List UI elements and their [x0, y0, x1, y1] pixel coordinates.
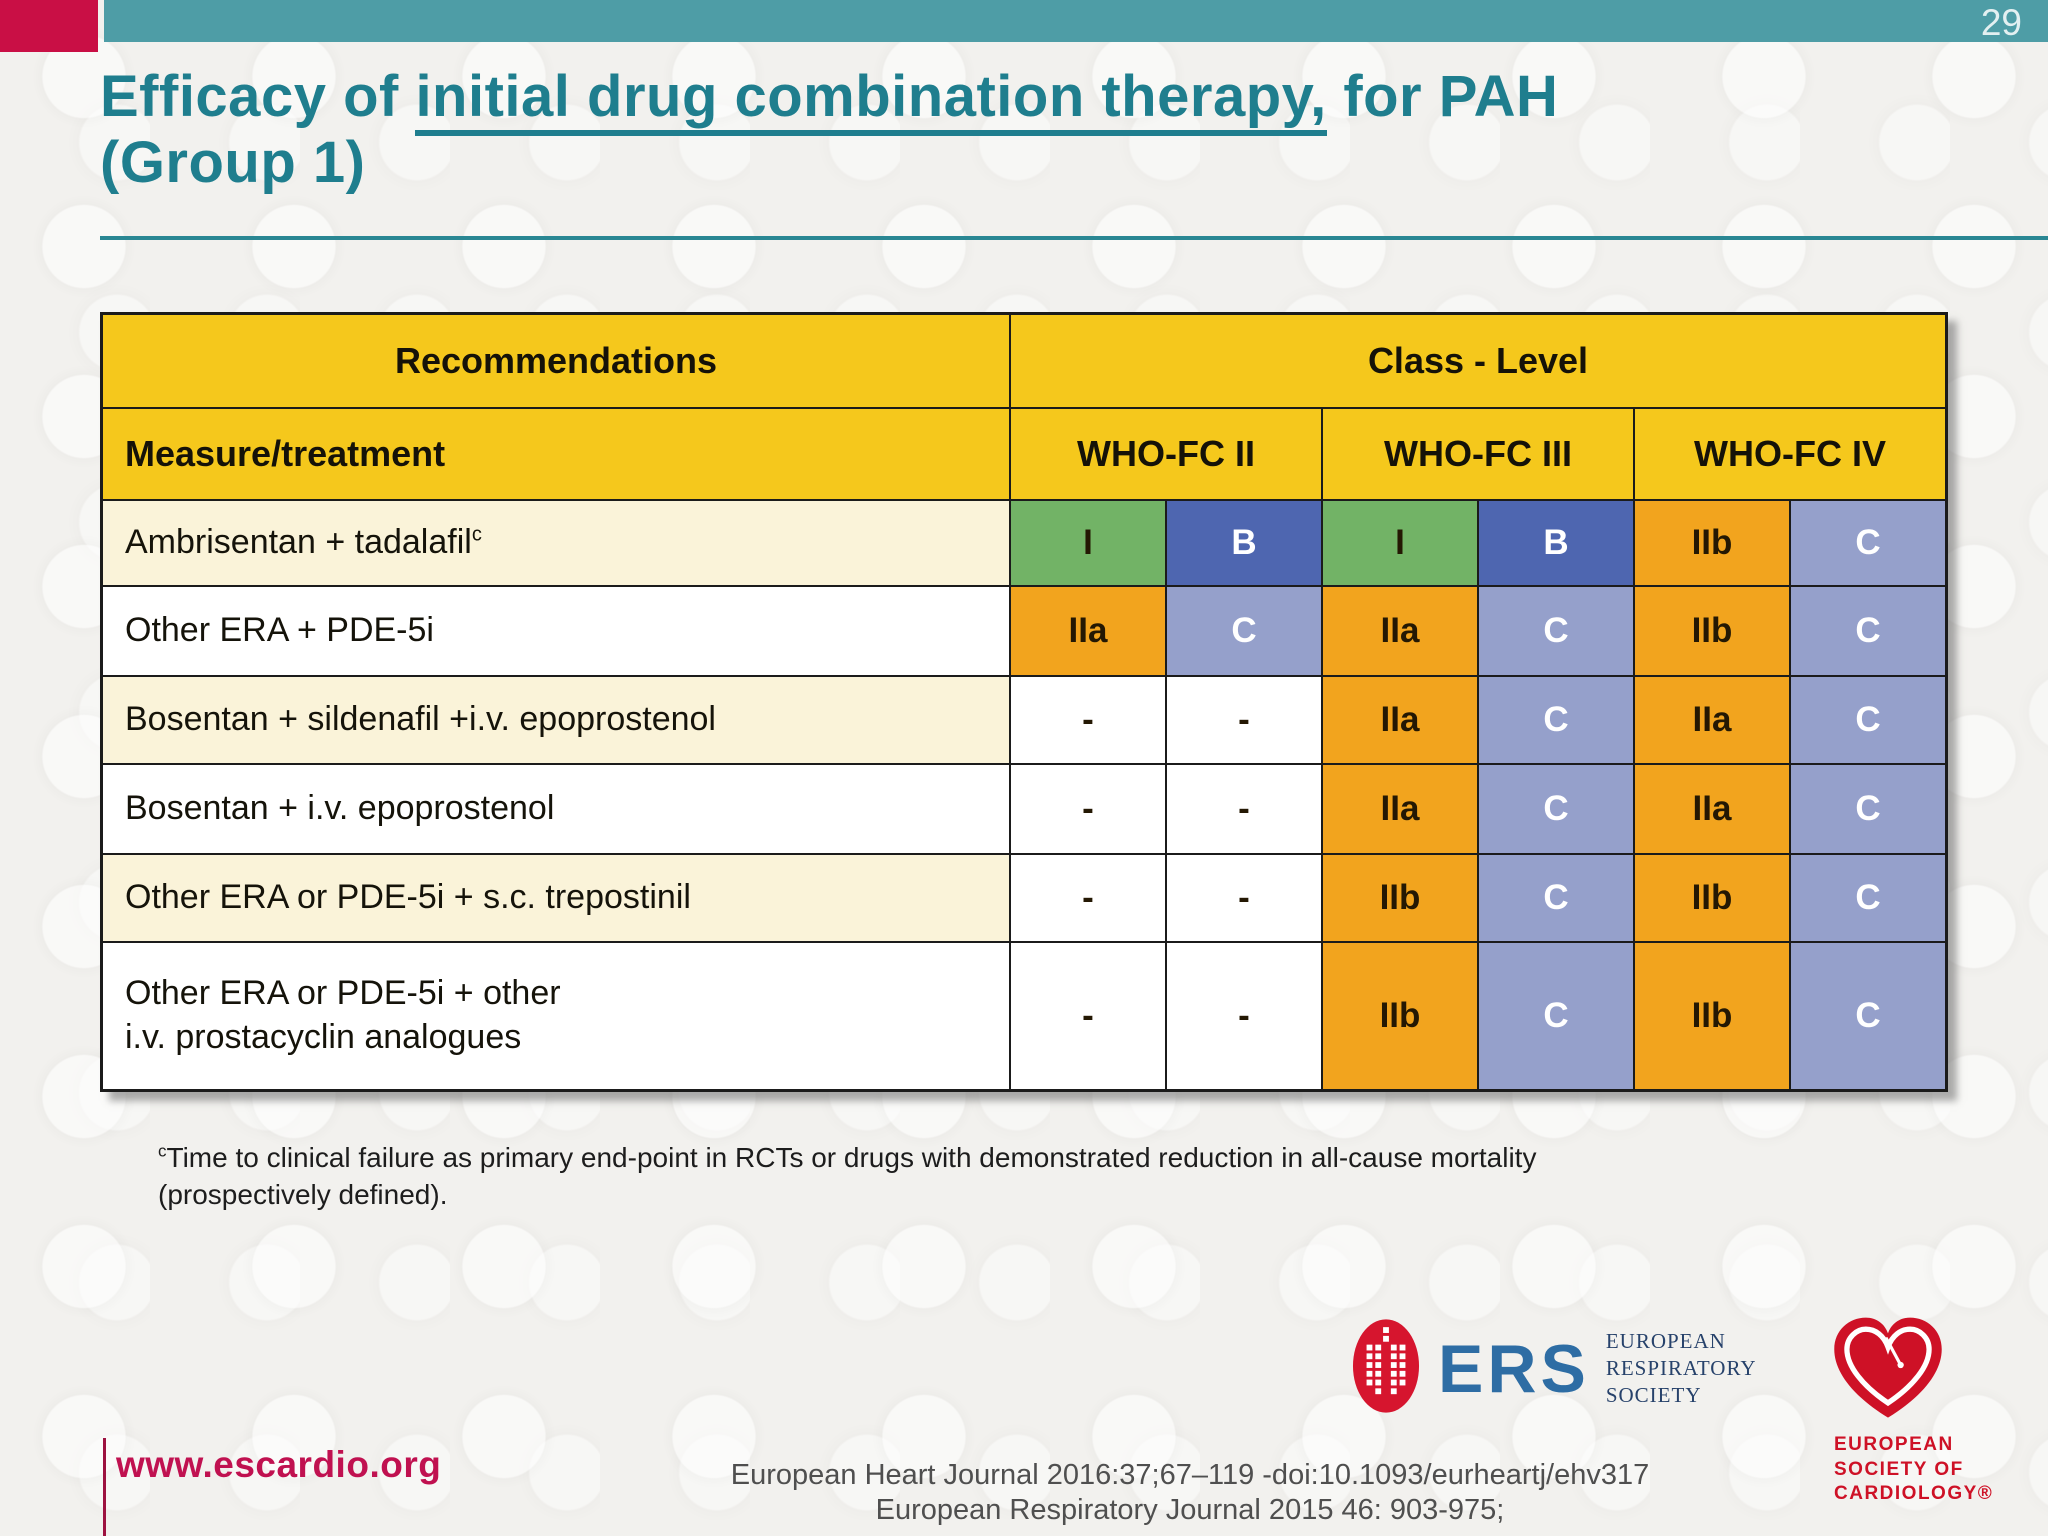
title-underlined: initial drug combination therapy, — [415, 64, 1327, 136]
grade-cell: - — [1167, 677, 1321, 763]
title-pre: Efficacy of — [100, 64, 416, 129]
slide-title: Efficacy of initial drug combination the… — [100, 64, 1620, 195]
grade-cell: - — [1167, 765, 1321, 853]
esc-name-line2: SOCIETY OF — [1834, 1458, 1964, 1480]
grade-cell: C — [1479, 943, 1633, 1089]
row-label: Bosentan + sildenafil +i.v. epoprostenol — [103, 677, 1009, 763]
ers-society-name: EUROPEAN RESPIRATORY SOCIETY — [1606, 1328, 1757, 1410]
escardio-website-link[interactable]: www.escardio.org — [116, 1444, 442, 1485]
grade-cell: - — [1167, 943, 1321, 1089]
row-label: Bosentan + i.v. epoprostenol — [103, 765, 1009, 853]
table-header-class-level: Class - Level — [1011, 315, 1945, 407]
grade-cell: C — [1791, 587, 1945, 675]
grade-cell: C — [1791, 943, 1945, 1089]
esc-name-line3: CARDIOLOGY® — [1834, 1483, 1994, 1505]
row-label: Ambrisentan + tadalafilc — [103, 501, 1009, 585]
ers-name-line3: SOCIETY — [1605, 1383, 1702, 1408]
grade-cell: IIa — [1635, 765, 1789, 853]
slide-page-number: 29 — [1980, 2, 2022, 43]
grade-cell: B — [1167, 501, 1321, 585]
table-header-who-fc-ii: WHO-FC II — [1011, 409, 1321, 499]
citations: European Heart Journal 2016:37;67–119 -d… — [640, 1458, 1740, 1529]
ers-name-line2: RESPIRATORY — [1605, 1355, 1757, 1380]
recommendations-table: Recommendations Class - Level Measure/tr… — [100, 312, 1948, 1092]
grade-cell: IIb — [1635, 587, 1789, 675]
grade-cell: C — [1791, 765, 1945, 853]
row-label: Other ERA or PDE-5i + s.c. trepostinil — [103, 855, 1009, 941]
ers-abbreviation: ERS — [1438, 1330, 1590, 1407]
title-post: for PAH — [1326, 64, 1559, 129]
table-header-recommendations: Recommendations — [103, 315, 1009, 407]
table-header-who-fc-iii: WHO-FC III — [1323, 409, 1633, 499]
row-label: Other ERA + PDE-5i — [103, 587, 1009, 675]
grade-cell: - — [1011, 765, 1165, 853]
grade-cell: C — [1167, 587, 1321, 675]
grade-cell: IIb — [1323, 943, 1477, 1089]
title-divider-line — [100, 236, 2048, 240]
ers-name-line1: EUROPEAN — [1605, 1328, 1726, 1353]
grade-cell: IIa — [1323, 677, 1477, 763]
grade-cell: IIb — [1635, 501, 1789, 585]
grade-cell: C — [1479, 855, 1633, 941]
grade-cell: I — [1011, 501, 1165, 585]
grade-cell: C — [1479, 587, 1633, 675]
grade-cell: C — [1791, 855, 1945, 941]
esc-society-name: EUROPEAN SOCIETY OF CARDIOLOGY® — [1834, 1433, 2004, 1507]
esc-heart-icon — [1824, 1317, 1952, 1428]
grade-cell: C — [1791, 677, 1945, 763]
row-label: Other ERA or PDE-5i + other i.v. prostacy… — [103, 943, 1009, 1089]
teal-top-bar — [104, 0, 2048, 42]
citation-line2: European Respiratory Journal 2015 46: 90… — [875, 1494, 1505, 1527]
grade-cell: C — [1479, 765, 1633, 853]
grade-cell: IIb — [1635, 943, 1789, 1089]
grade-cell: B — [1479, 501, 1633, 585]
crimson-corner-block — [0, 0, 98, 52]
grade-cell: - — [1011, 855, 1165, 941]
citation-line1: European Heart Journal 2016:37;67–119 -d… — [730, 1459, 1650, 1491]
grade-cell: C — [1479, 677, 1633, 763]
esc-logo: EUROPEAN SOCIETY OF CARDIOLOGY® — [1824, 1306, 2004, 1507]
ers-lungs-icon — [1352, 1318, 1420, 1419]
footnote-text: Time to clinical failure as primary end-… — [158, 1142, 1537, 1210]
grade-cell: - — [1011, 677, 1165, 763]
grade-cell: IIa — [1011, 587, 1165, 675]
table-footnote: cTime to clinical failure as primary end… — [158, 1140, 1628, 1214]
grade-cell: I — [1323, 501, 1477, 585]
title-line2: (Group 1) — [100, 129, 366, 195]
grade-cell: C — [1791, 501, 1945, 585]
grade-cell: IIa — [1323, 587, 1477, 675]
grade-cell: - — [1167, 855, 1321, 941]
table-header-who-fc-iv: WHO-FC IV — [1635, 409, 1945, 499]
grade-cell: IIb — [1323, 855, 1477, 941]
grade-cell: - — [1011, 943, 1165, 1089]
table-header-measure-treatment: Measure/treatment — [103, 409, 1009, 499]
footnote-superscript: c — [158, 1141, 167, 1161]
grade-cell: IIa — [1635, 677, 1789, 763]
grade-cell: IIb — [1635, 855, 1789, 941]
esc-name-line1: EUROPEAN — [1834, 1434, 1954, 1455]
footer-vertical-rule — [103, 1438, 106, 1536]
grade-cell: IIa — [1323, 765, 1477, 853]
ers-logo: ERS EUROPEAN RESPIRATORY SOCIETY — [1352, 1318, 1757, 1419]
